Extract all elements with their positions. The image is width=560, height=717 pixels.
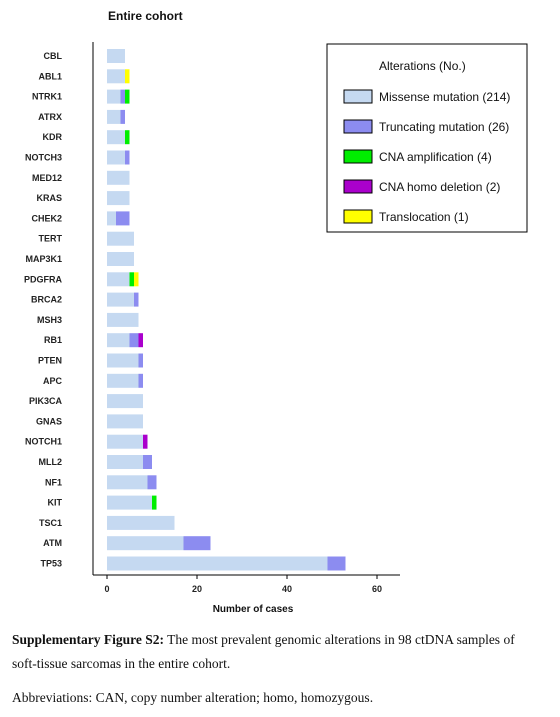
bar-map3k1-series-0 — [107, 252, 134, 266]
x-tick-label-20: 20 — [192, 584, 202, 594]
gene-label-msh3: MSH3 — [37, 315, 62, 325]
bar-chek2-series-0 — [107, 211, 116, 226]
bars-group — [107, 49, 346, 571]
gene-label-notch3: NOTCH3 — [25, 153, 62, 163]
x-tick-label-0: 0 — [104, 584, 109, 594]
legend-label-1: Truncating mutation (26) — [379, 120, 509, 134]
bar-brca2-series-1 — [134, 292, 139, 307]
bar-kras-series-0 — [107, 191, 130, 206]
gene-label-kit: KIT — [48, 498, 63, 508]
bar-kdr-series-2 — [125, 130, 130, 145]
legend-label-2: CNA amplification (4) — [379, 150, 492, 164]
bar-tert-series-0 — [107, 231, 134, 246]
bar-tsc1-series-0 — [107, 515, 175, 530]
bar-atm-series-0 — [107, 536, 184, 551]
gene-label-kdr: KDR — [43, 132, 63, 142]
gene-label-pdgfra: PDGFRA — [24, 274, 63, 284]
legend-label-0: Missense mutation (214) — [379, 90, 510, 104]
gene-label-nf1: NF1 — [45, 477, 62, 487]
bar-abl1-series-0 — [107, 69, 125, 84]
bar-rb1-series-1 — [129, 333, 139, 348]
gene-label-atrx: ATRX — [38, 112, 62, 122]
gene-label-ntrk1: NTRK1 — [32, 92, 62, 102]
bar-atrx-series-1 — [120, 109, 125, 124]
bar-pten-series-0 — [107, 353, 139, 368]
legend-swatch-0 — [343, 89, 373, 104]
bar-cbl-series-0 — [107, 49, 125, 63]
bar-kdr-series-0 — [107, 130, 125, 145]
bar-notch3-series-1 — [125, 150, 130, 165]
caption-text: The most prevalent genomic alterations i… — [12, 632, 515, 671]
abbreviations: Abbreviations: CAN, copy number alterati… — [12, 690, 374, 705]
bar-chek2-series-1 — [116, 211, 130, 226]
bar-rb1-series-0 — [107, 333, 130, 348]
bar-nf1-series-0 — [107, 475, 148, 490]
bar-gnas-series-0 — [107, 414, 143, 429]
x-tick-label-60: 60 — [372, 584, 382, 594]
caption-label: Supplementary Figure S2: — [12, 632, 165, 647]
bar-rb1-series-3 — [138, 333, 143, 348]
bar-mll2-series-0 — [107, 455, 143, 469]
legend-label-3: CNA homo deletion (2) — [379, 180, 500, 194]
gene-label-chek2: CHEK2 — [31, 213, 62, 223]
legend-swatch-2 — [343, 149, 373, 164]
bar-pten-series-1 — [138, 353, 143, 368]
gene-label-mll2: MLL2 — [39, 457, 63, 467]
bar-notch1-series-0 — [107, 434, 143, 449]
x-ticks: 0 20 40 60 — [104, 575, 382, 594]
legend-title: Alterations (No.) — [379, 59, 466, 73]
gene-labels: CBL ABL1 NTRK1 ATRX KDR NOTCH3 MED12 KRAS CHEK2 T… — [24, 51, 63, 569]
bar-apc-series-1 — [138, 373, 143, 388]
bar-msh3-series-0 — [107, 312, 139, 327]
bar-brca2-series-0 — [107, 292, 134, 307]
legend-swatch-4 — [343, 209, 373, 224]
gene-label-pik3ca: PIK3CA — [29, 396, 63, 406]
bar-pdgfra-series-4 — [134, 272, 139, 287]
x-axis-title: Number of cases — [213, 604, 294, 615]
legend-label-4: Translocation (1) — [379, 210, 469, 224]
bar-ntrk1-series-1 — [120, 89, 125, 104]
bar-ntrk1-series-2 — [125, 89, 130, 104]
gene-label-gnas: GNAS — [36, 416, 62, 426]
x-tick-label-40: 40 — [282, 584, 292, 594]
gene-label-cbl: CBL — [44, 51, 63, 61]
bar-kit-series-2 — [152, 495, 157, 510]
bar-notch3-series-0 — [107, 150, 125, 165]
bar-tp53-series-1 — [327, 556, 346, 571]
chart: Entire cohort CBL ABL1 NTRK1 ATRX KDR NOTCH3 M… — [24, 9, 528, 615]
gene-label-med12: MED12 — [32, 173, 62, 183]
bar-tp53-series-0 — [107, 556, 328, 571]
bar-kit-series-0 — [107, 495, 152, 510]
gene-label-pten: PTEN — [38, 356, 62, 366]
gene-label-apc: APC — [43, 376, 63, 386]
bar-abl1-series-4 — [125, 69, 130, 84]
gene-label-tert: TERT — [39, 234, 63, 244]
gene-label-tsc1: TSC1 — [39, 518, 62, 528]
bar-pik3ca-series-0 — [107, 394, 143, 409]
legend-swatch-3 — [343, 179, 373, 194]
gene-label-map3k1: MAP3K1 — [25, 254, 62, 264]
bar-notch1-series-3 — [143, 434, 148, 449]
gene-label-abl1: ABL1 — [38, 71, 62, 81]
bar-med12-series-0 — [107, 170, 130, 185]
gene-label-tp53: TP53 — [40, 559, 62, 569]
bar-pdgfra-series-2 — [129, 272, 134, 287]
bar-atrx-series-0 — [107, 109, 121, 124]
bar-pdgfra-series-0 — [107, 272, 130, 287]
bar-apc-series-0 — [107, 373, 139, 388]
legend-box — [326, 43, 528, 233]
gene-label-atm: ATM — [43, 538, 62, 548]
figure-caption: Supplementary Figure S2: The most preval… — [12, 628, 542, 676]
gene-label-notch1: NOTCH1 — [25, 437, 62, 447]
chart-title: Entire cohort — [108, 9, 183, 23]
bar-mll2-series-1 — [143, 455, 152, 469]
bar-ntrk1-series-0 — [107, 89, 121, 104]
legend: Alterations (No.) Missense mutation (214… — [326, 43, 528, 233]
bar-atm-series-1 — [183, 536, 211, 551]
gene-label-kras: KRAS — [36, 193, 62, 203]
gene-label-brca2: BRCA2 — [31, 295, 62, 305]
bar-nf1-series-1 — [147, 475, 157, 490]
legend-swatch-1 — [343, 119, 373, 134]
gene-label-rb1: RB1 — [44, 335, 62, 345]
